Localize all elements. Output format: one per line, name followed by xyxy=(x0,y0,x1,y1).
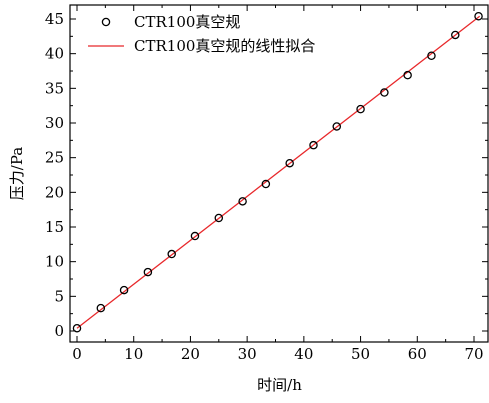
x-tick-label: 10 xyxy=(124,345,143,363)
data-point xyxy=(143,267,153,277)
x-tick-label: 20 xyxy=(181,345,200,363)
x-tick-label: 40 xyxy=(294,345,313,363)
y-tick-label: 0 xyxy=(54,322,64,340)
data-point xyxy=(285,158,294,168)
y-tick-label: 20 xyxy=(45,183,64,201)
y-tick-label: 40 xyxy=(45,45,64,63)
y-tick-label: 30 xyxy=(45,114,64,132)
x-tick-label: 50 xyxy=(351,345,370,363)
data-point xyxy=(403,70,412,80)
data-point xyxy=(451,30,460,40)
x-tick-label: 0 xyxy=(72,345,82,363)
data-point xyxy=(167,249,176,259)
data-point xyxy=(190,231,200,241)
data-point xyxy=(332,122,342,131)
y-tick-label: 25 xyxy=(45,149,64,167)
fit-line xyxy=(76,15,481,329)
legend-label-scatter: CTR100真空规 xyxy=(134,13,240,31)
x-tick-label: 70 xyxy=(464,345,483,363)
data-point xyxy=(238,197,247,206)
y-tick-label: 15 xyxy=(45,218,64,236)
plot-area xyxy=(72,11,483,333)
legend-label-line: CTR100真空规的线性拟合 xyxy=(134,37,315,55)
legend-marker-scatter xyxy=(101,17,111,27)
data-point xyxy=(214,213,224,223)
legend: CTR100真空规 CTR100真空规的线性拟合 xyxy=(88,13,315,55)
data-point xyxy=(474,11,483,21)
y-axis-title: 压力/Pa xyxy=(8,147,26,200)
x-tick-label: 60 xyxy=(408,345,427,363)
y-tick-label: 10 xyxy=(45,253,64,271)
x-tick-label: 30 xyxy=(238,345,257,363)
data-point xyxy=(380,88,389,97)
plot-frame xyxy=(69,4,489,343)
x-axis-title: 时间/h xyxy=(257,376,302,394)
data-point xyxy=(309,140,318,150)
data-point xyxy=(72,323,82,333)
data-point xyxy=(427,51,436,60)
data-point xyxy=(119,285,129,295)
data-point xyxy=(261,179,271,189)
y-tick-label: 35 xyxy=(45,79,64,97)
y-tick-label: 5 xyxy=(54,287,64,305)
y-tick-label: 45 xyxy=(45,10,64,28)
y-axis: 0 5 10 15 20 25 30 35 40 45 xyxy=(45,10,488,340)
data-point xyxy=(356,104,365,114)
x-axis: 0 10 20 30 40 50 60 70 xyxy=(72,5,484,363)
data-point xyxy=(96,303,106,313)
